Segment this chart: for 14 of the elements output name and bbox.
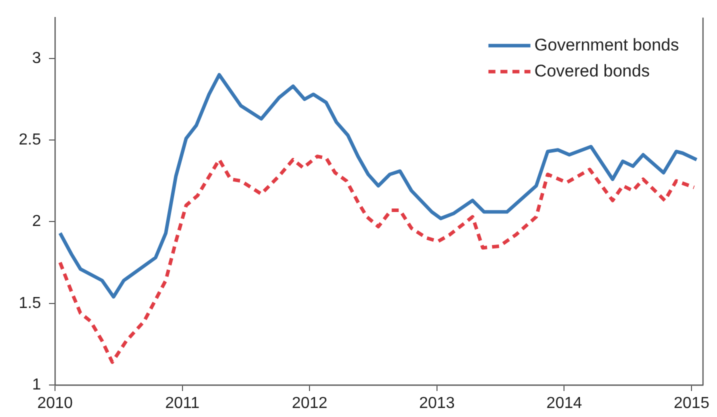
x-tick-label: 2011 (165, 395, 200, 412)
y-tick-label: 3 (32, 50, 42, 67)
x-tick-label: 2015 (674, 395, 710, 412)
x-tick-label: 2010 (37, 395, 73, 412)
x-tick-label: 2014 (546, 395, 582, 412)
y-tick-label: 2.5 (18, 131, 42, 148)
legend-label: Covered bonds (534, 61, 650, 80)
line-series (58, 154, 696, 364)
y-tick-label: 1.5 (18, 294, 42, 312)
x-tick-label: 2012 (292, 395, 328, 412)
y-tick-label: 2 (32, 213, 42, 230)
y-tick-label: 1 (32, 376, 42, 394)
legend-label: Government bonds (534, 35, 680, 54)
x-tick-label: 2013 (419, 395, 455, 412)
